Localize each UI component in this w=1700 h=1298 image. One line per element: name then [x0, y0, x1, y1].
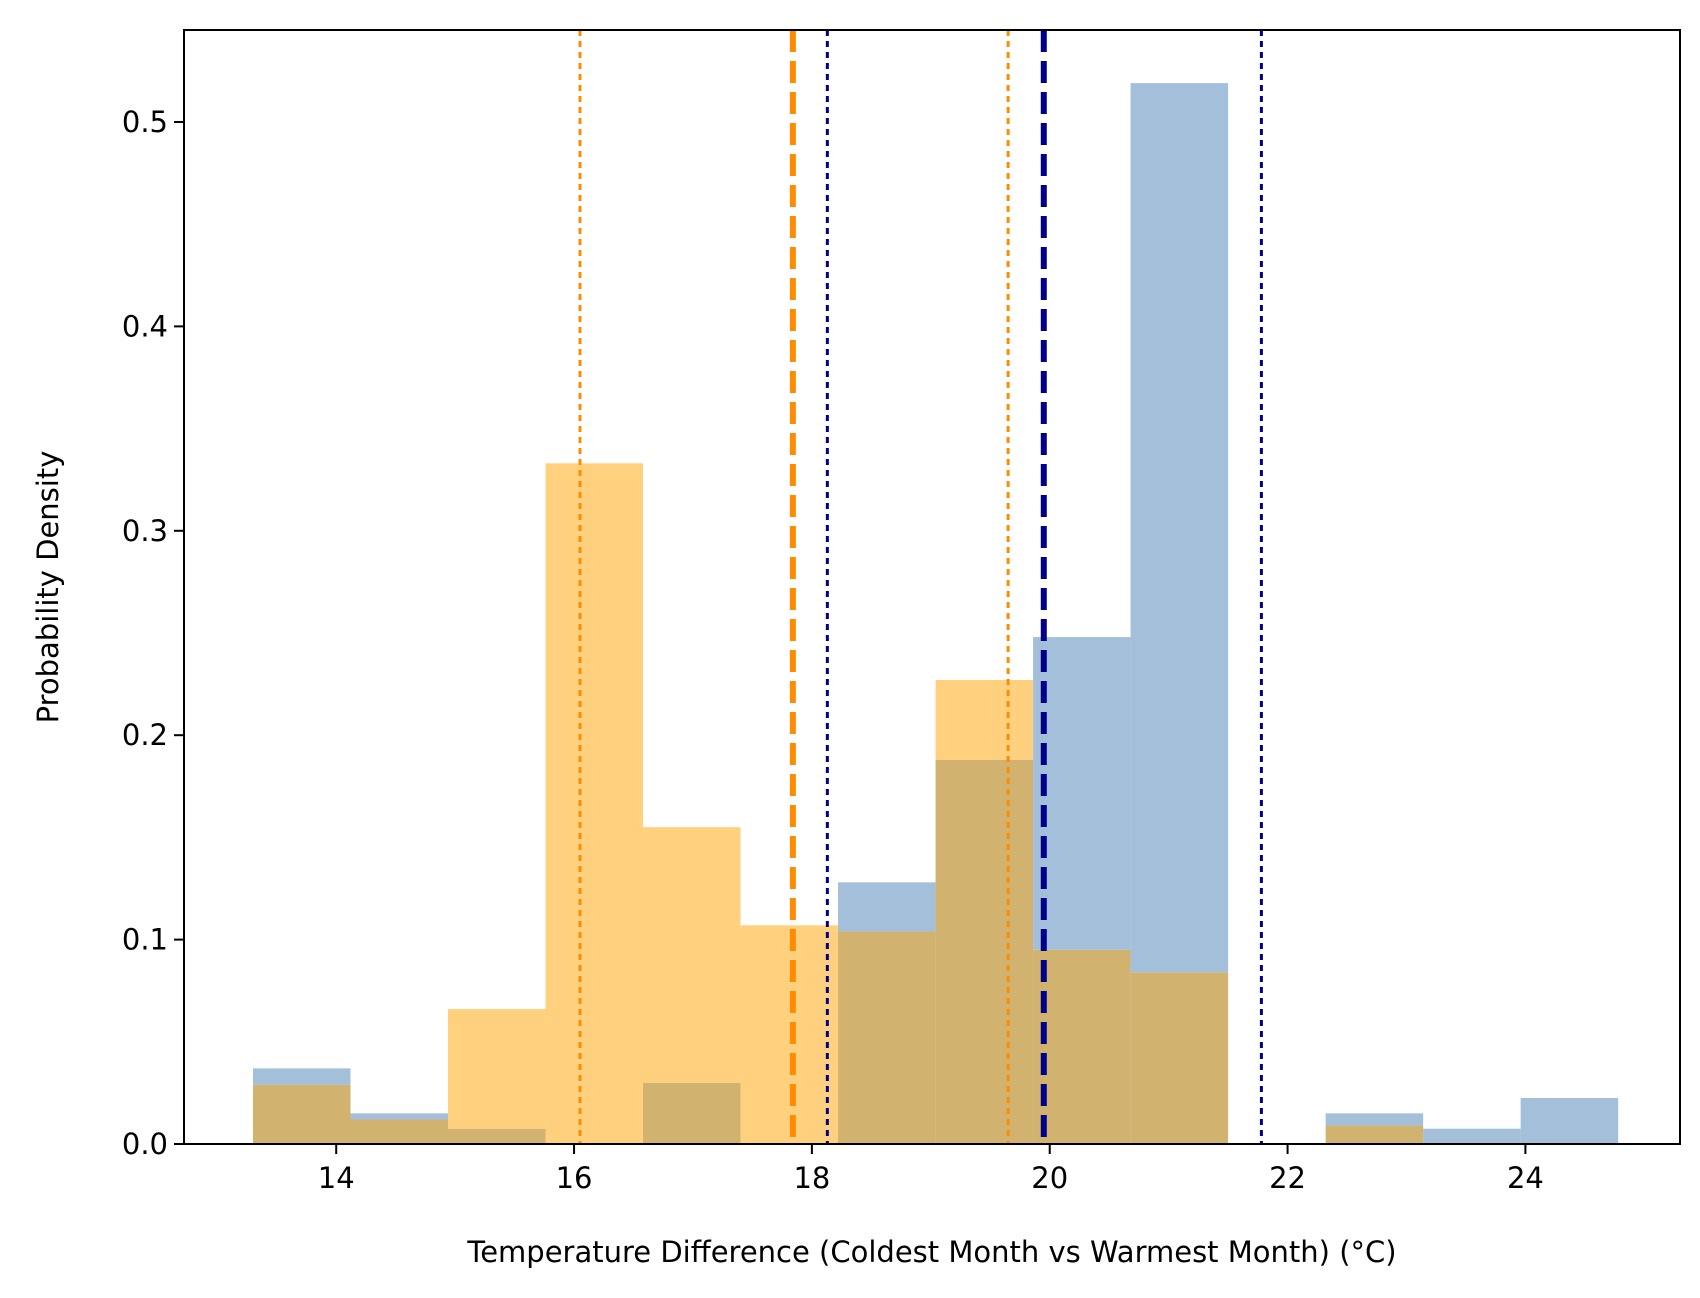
- histogram-bar-overlap: [1033, 949, 1131, 1144]
- histogram-bar-series-1: [1423, 1128, 1521, 1144]
- plot-area-frame: [183, 29, 1681, 1145]
- histogram-bar-series-1: [252, 1068, 351, 1085]
- histogram-bar-series-2: [448, 1009, 546, 1129]
- histogram-bar-series-1: [1325, 1113, 1424, 1126]
- histogram-bar-series-1: [838, 882, 936, 932]
- x-tick-label: 16: [556, 1161, 593, 1195]
- y-tick-label: 0.0: [122, 1127, 168, 1161]
- x-tick-label: 18: [793, 1161, 830, 1195]
- x-tick-label: 22: [1269, 1161, 1306, 1195]
- histogram-bar-series-1: [1033, 637, 1131, 950]
- bars-layer: [252, 83, 1619, 1144]
- histogram-bar-overlap: [1325, 1125, 1424, 1144]
- histogram-bar-overlap: [252, 1084, 351, 1144]
- histogram-bar-overlap: [935, 759, 1034, 1144]
- histogram-bar-series-2: [545, 463, 644, 1144]
- x-axis-label: Temperature Difference (Coldest Month vs…: [466, 1235, 1396, 1269]
- histogram-bar-overlap: [448, 1128, 546, 1144]
- histogram-bar-series-2: [643, 827, 741, 1083]
- y-tick-label: 0.1: [122, 923, 168, 957]
- histogram-bar-series-1: [1130, 83, 1229, 973]
- x-tick-label: 20: [1031, 1161, 1068, 1195]
- histogram-bar-series-2: [935, 680, 1034, 760]
- histogram-bar-series-1: [350, 1113, 448, 1120]
- y-axis-ticks: 0.0 0.1 0.2 0.3 0.4 0.5: [122, 105, 184, 1161]
- y-axis-label: Probability Density: [31, 451, 65, 724]
- x-tick-label: 24: [1507, 1161, 1544, 1195]
- histogram-bar-overlap: [350, 1119, 448, 1144]
- y-tick-label: 0.2: [122, 718, 168, 752]
- x-axis-ticks: 14 16 18 20 22 24: [318, 1144, 1544, 1195]
- histogram-bar-series-2: [740, 925, 839, 1144]
- histogram-bar-series-1: [1520, 1098, 1619, 1144]
- y-tick-label: 0.3: [122, 514, 168, 548]
- y-tick-label: 0.5: [122, 105, 168, 139]
- histogram-bar-overlap: [643, 1082, 741, 1144]
- x-tick-label: 14: [318, 1161, 355, 1195]
- y-tick-label: 0.4: [122, 309, 168, 343]
- histogram-bar-overlap: [838, 931, 936, 1144]
- histogram-bar-overlap: [1130, 972, 1229, 1144]
- reference-lines-layer: [578, 30, 1263, 1144]
